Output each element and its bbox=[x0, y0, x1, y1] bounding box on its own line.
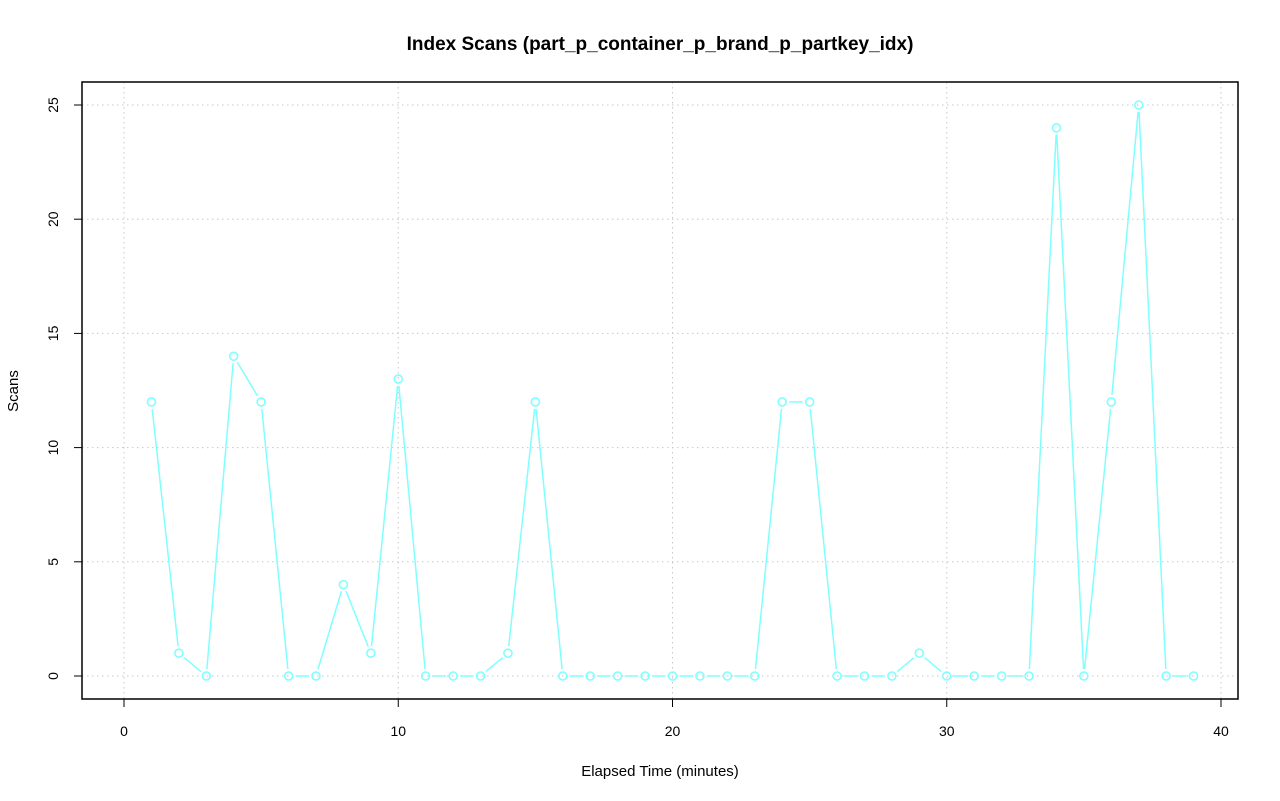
plot-frame bbox=[81, 81, 1239, 700]
series-segment bbox=[317, 591, 343, 670]
data-point bbox=[311, 671, 321, 681]
data-point bbox=[201, 671, 212, 681]
series-segment bbox=[754, 408, 783, 670]
series-segment bbox=[896, 657, 915, 673]
data-point bbox=[859, 671, 870, 681]
data-point bbox=[804, 397, 815, 407]
data-point bbox=[941, 671, 952, 681]
data-point bbox=[722, 671, 733, 681]
data-point bbox=[557, 671, 568, 681]
grid-lines bbox=[82, 82, 1238, 699]
data-point bbox=[283, 671, 294, 681]
y-tick-label: 10 bbox=[45, 440, 61, 456]
data-point bbox=[695, 671, 705, 681]
series-segment bbox=[1056, 134, 1085, 670]
data-point bbox=[420, 671, 431, 681]
data-point bbox=[503, 648, 513, 658]
data-point bbox=[146, 397, 157, 407]
data-point bbox=[530, 397, 541, 407]
series-segment bbox=[1111, 111, 1139, 396]
data-point bbox=[996, 671, 1007, 681]
data-point bbox=[1133, 100, 1144, 110]
y-axis: 0 5 10 15 20 25 bbox=[45, 97, 83, 680]
data-point bbox=[667, 671, 678, 681]
series-segment bbox=[809, 408, 838, 670]
data-point bbox=[448, 671, 458, 681]
data-point bbox=[174, 648, 184, 658]
y-tick-label: 25 bbox=[45, 97, 61, 113]
data-point bbox=[777, 397, 788, 407]
y-axis-label: Scans bbox=[5, 370, 22, 412]
data-point bbox=[887, 671, 897, 681]
x-tick-label: 0 bbox=[120, 723, 128, 739]
x-tick-label: 20 bbox=[665, 723, 681, 739]
series-segment bbox=[206, 363, 234, 670]
series-segment bbox=[261, 408, 289, 670]
series-segment bbox=[924, 657, 942, 673]
x-axis: 0 10 20 30 40 bbox=[120, 698, 1229, 739]
series-segment bbox=[398, 385, 426, 670]
series-segment bbox=[236, 361, 259, 397]
series-segment bbox=[151, 408, 179, 647]
series-line bbox=[146, 100, 1199, 681]
data-point bbox=[393, 374, 404, 384]
data-point bbox=[640, 671, 650, 681]
data-point bbox=[832, 671, 842, 681]
series-segment bbox=[1083, 408, 1112, 670]
data-point bbox=[585, 671, 596, 681]
data-point bbox=[475, 671, 486, 681]
data-point bbox=[1106, 397, 1117, 407]
series-segment bbox=[535, 408, 563, 670]
x-tick-label: 30 bbox=[939, 723, 955, 739]
data-point bbox=[1079, 671, 1089, 681]
data-point bbox=[1024, 671, 1034, 681]
x-axis-label: Elapsed Time (minutes) bbox=[581, 763, 739, 780]
series-segment bbox=[485, 657, 504, 673]
series-segment bbox=[1138, 111, 1167, 670]
y-tick-label: 15 bbox=[45, 325, 61, 341]
y-tick-label: 5 bbox=[45, 558, 61, 566]
data-point bbox=[1188, 671, 1199, 681]
y-tick-label: 0 bbox=[45, 672, 61, 680]
data-point bbox=[914, 648, 925, 658]
series-segment bbox=[507, 408, 536, 647]
data-point bbox=[749, 671, 760, 681]
data-point bbox=[366, 648, 376, 658]
series-segment bbox=[345, 590, 369, 647]
data-point bbox=[612, 671, 623, 681]
series-segment bbox=[370, 385, 399, 647]
x-tick-label: 10 bbox=[390, 723, 406, 739]
series-layer bbox=[146, 100, 1199, 681]
chart-title: Index Scans (part_p_container_p_brand_p_… bbox=[407, 34, 914, 55]
data-point bbox=[228, 351, 239, 362]
series-segment bbox=[183, 657, 202, 673]
x-tick-label: 40 bbox=[1213, 723, 1229, 739]
y-tick-label: 20 bbox=[45, 211, 61, 227]
data-point bbox=[1051, 123, 1062, 133]
series-segment bbox=[1028, 134, 1057, 670]
data-point bbox=[256, 397, 266, 407]
data-point bbox=[969, 671, 979, 681]
data-point bbox=[338, 579, 349, 590]
data-point bbox=[1161, 671, 1171, 681]
